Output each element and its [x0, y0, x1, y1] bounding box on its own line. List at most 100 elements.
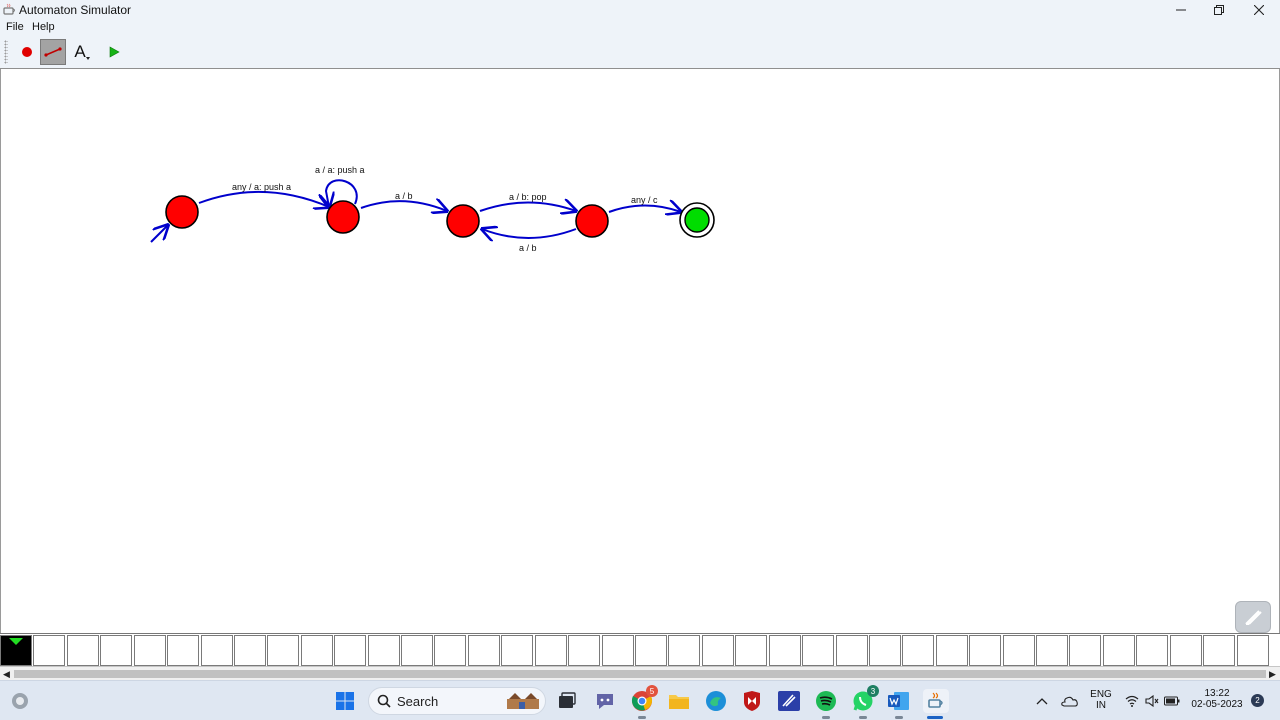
edge-button[interactable] [704, 689, 728, 713]
tape-cell[interactable] [33, 635, 65, 666]
tape-cell[interactable] [1069, 635, 1101, 666]
initial-arrow [150, 225, 168, 243]
tape-cell[interactable] [535, 635, 567, 666]
add-text-button[interactable]: A [67, 39, 93, 65]
show-hidden-icons-button[interactable] [1030, 689, 1054, 713]
tape-cell[interactable] [1003, 635, 1035, 666]
tape-cell[interactable] [836, 635, 868, 666]
java-app-icon [3, 3, 15, 15]
pen-app-button[interactable] [777, 689, 801, 713]
language-indicator[interactable]: ENG IN [1086, 689, 1116, 711]
word-button[interactable] [887, 689, 911, 719]
active-indicator [927, 716, 943, 719]
volume-muted-icon [1145, 695, 1159, 707]
tape-cell[interactable] [635, 635, 667, 666]
state-initial[interactable] [165, 195, 199, 229]
spotify-button[interactable] [814, 689, 838, 719]
tape-cell[interactable] [501, 635, 533, 666]
tape-cell[interactable] [267, 635, 299, 666]
clock[interactable]: 13:22 02-05-2023 [1186, 688, 1248, 710]
onedrive-button[interactable] [1057, 689, 1081, 713]
tape-cell[interactable] [234, 635, 266, 666]
tape-cell[interactable] [802, 635, 834, 666]
minimize-button[interactable] [1162, 0, 1200, 20]
automaton-canvas[interactable]: any / a: push a a / a: push a a / b a / … [0, 69, 1280, 633]
tape-cell[interactable] [67, 635, 99, 666]
clock-time: 13:22 [1204, 688, 1230, 699]
scroll-left-icon[interactable]: ◀ [3, 669, 10, 679]
transition-line-icon [44, 47, 62, 57]
spotify-icon [816, 691, 836, 711]
java-app-button[interactable] [923, 689, 949, 719]
scroll-thumb[interactable] [14, 670, 1266, 678]
tape-cell[interactable] [735, 635, 767, 666]
weather-icon [12, 693, 28, 709]
windows-logo-icon [336, 692, 354, 710]
scroll-right-icon[interactable]: ▶ [1269, 669, 1276, 679]
battery-status[interactable] [1160, 689, 1184, 713]
notification-badge[interactable]: 2 [1251, 694, 1264, 707]
clock-date: 02-05-2023 [1191, 699, 1243, 710]
tape-cell[interactable] [602, 635, 634, 666]
wifi-status[interactable] [1120, 689, 1144, 713]
file-explorer-button[interactable] [667, 689, 691, 713]
menu-file[interactable]: File [6, 21, 24, 33]
task-view-button[interactable] [555, 689, 579, 713]
battery-icon [1164, 696, 1180, 706]
tape-cell[interactable] [1136, 635, 1168, 666]
tape-cell[interactable] [434, 635, 466, 666]
region-code: IN [1096, 700, 1106, 711]
whatsapp-button[interactable]: 3 [851, 685, 879, 719]
tape-cell[interactable] [702, 635, 734, 666]
volume-status[interactable] [1140, 689, 1164, 713]
toolbar-grip[interactable] [4, 40, 8, 64]
tape-cell-head[interactable] [0, 635, 32, 666]
state[interactable] [446, 204, 480, 238]
tape-cell[interactable] [1036, 635, 1068, 666]
tape-cell[interactable] [668, 635, 700, 666]
tape-cell[interactable] [468, 635, 500, 666]
add-transition-button[interactable] [40, 39, 66, 65]
overlay-tool-button[interactable] [1235, 601, 1271, 633]
start-button[interactable] [333, 689, 357, 713]
transition-label: any / a: push a [232, 182, 291, 192]
mcafee-button[interactable] [740, 689, 764, 713]
state[interactable] [575, 204, 609, 238]
tape-cell[interactable] [568, 635, 600, 666]
transition-s3-s4[interactable] [608, 206, 681, 213]
restore-button[interactable] [1200, 0, 1238, 20]
widgets-button[interactable] [8, 689, 32, 713]
tape-cell[interactable] [301, 635, 333, 666]
transition-s1-s2[interactable] [360, 201, 447, 211]
state[interactable] [326, 200, 360, 234]
transition-s1-s1[interactable] [326, 179, 358, 207]
tape-cell[interactable] [1237, 635, 1269, 666]
tape-cell[interactable] [167, 635, 199, 666]
horizontal-scrollbar[interactable]: ◀ ▶ [0, 666, 1280, 680]
tape-cell[interactable] [936, 635, 968, 666]
run-button[interactable] [101, 39, 127, 65]
menu-help[interactable]: Help [32, 21, 55, 33]
tape-cell[interactable] [969, 635, 1001, 666]
tape-cell[interactable] [1103, 635, 1135, 666]
add-state-button[interactable] [14, 39, 40, 65]
teams-chat-button[interactable] [593, 689, 617, 713]
tape-cell[interactable] [201, 635, 233, 666]
tape-cell[interactable] [1203, 635, 1235, 666]
tape-cell[interactable] [100, 635, 132, 666]
transition-s3-s2[interactable] [482, 229, 577, 238]
tape-cell[interactable] [869, 635, 901, 666]
chrome-button[interactable]: 5 [630, 685, 658, 719]
taskbar-search[interactable]: Search [368, 687, 546, 715]
tape-cell[interactable] [401, 635, 433, 666]
tape-cell[interactable] [1170, 635, 1202, 666]
tape-cell[interactable] [368, 635, 400, 666]
tape-cell[interactable] [134, 635, 166, 666]
tape-cell[interactable] [769, 635, 801, 666]
state-accepting[interactable] [679, 202, 715, 238]
close-button[interactable] [1240, 0, 1278, 20]
transition-s0-s1[interactable] [198, 191, 329, 207]
transition-s2-s3[interactable] [479, 203, 576, 212]
tape-cell[interactable] [334, 635, 366, 666]
tape-cell[interactable] [902, 635, 934, 666]
